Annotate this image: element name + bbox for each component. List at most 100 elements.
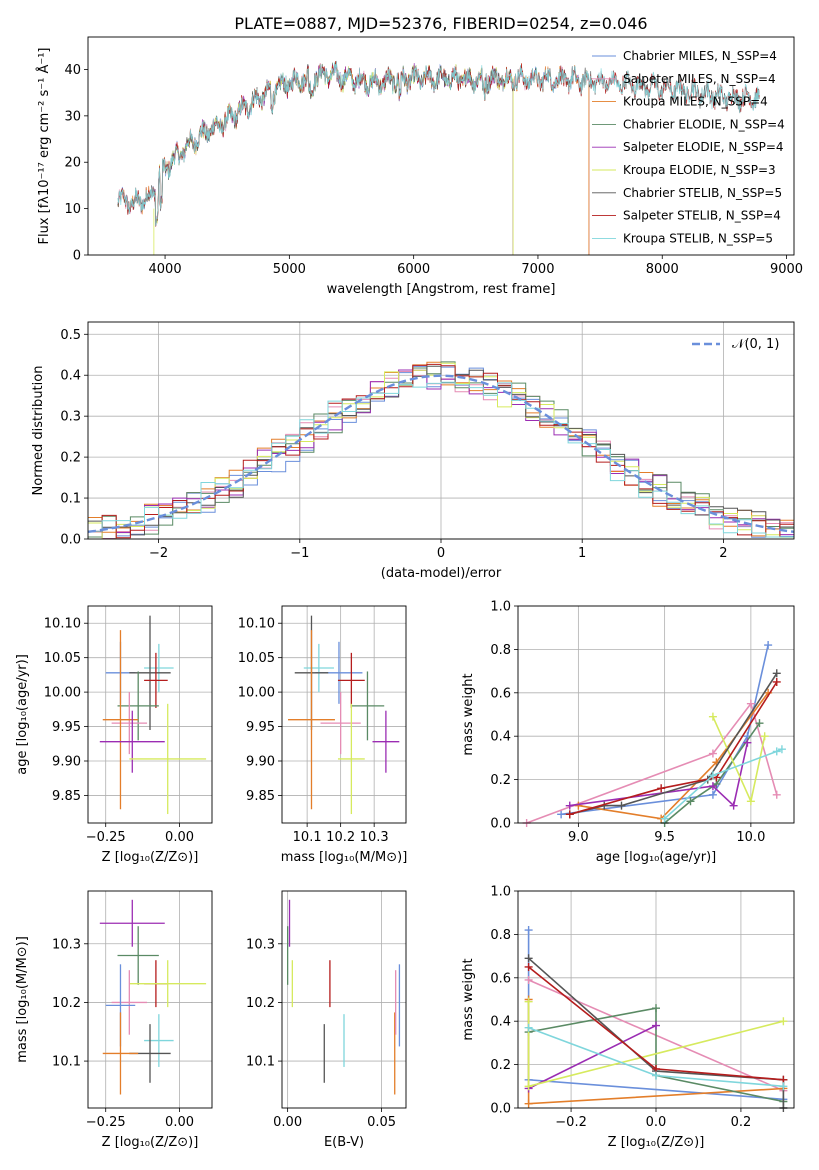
y-tick-label: 0.2 [60,451,81,466]
residual-histogram [88,369,794,539]
mass-weight-marker [524,954,533,963]
x-tick-label: 9.0 [568,830,589,845]
data-layer [99,615,207,815]
axes-age_vs_Z: −0.25 0.00 9.85 9.90 9.95 10.00 10.05 10.10 Z [l… [15,605,213,865]
y-tick-label: 10 [64,202,81,217]
x-tick-label: 9.5 [654,830,675,845]
legend: Chabrier MILES, N_SSP=4 Salpeter MILES, N… [592,49,785,245]
y-tick-label: 10.05 [44,651,81,666]
legend-label: Salpeter MILES, N_SSP=4 [623,72,776,86]
y-tick-label: 9.90 [52,755,81,770]
mass-weight-line [569,681,778,816]
chart-title: PLATE=0887, MJD=52376, FIBERID=0254, z=0… [234,14,647,33]
mass-weight-marker [772,669,781,678]
axes-frame [517,890,795,1109]
mass-weight-marker [746,797,755,806]
axes-weight_vs_age: 9.0 9.5 10.0 0.0 0.2 0.4 0.6 0.8 1.0 age [log₁₀(a… [461,600,795,865]
y-tick-label: 0.6 [490,686,511,701]
mass-weight-marker [743,738,752,747]
y-tick-label: 9.85 [246,789,275,804]
x-tick-label: 0.00 [165,1115,194,1130]
y-tick-label: 10.00 [238,686,275,701]
mass-weight-marker [524,975,533,984]
axes-spectrum: 4000 5000 6000 7000 8000 9000 0 10 20 30 40 wavelen… [36,36,803,297]
x-tick-label: 5000 [273,262,306,277]
data-layer [524,926,788,1112]
y-tick-label: 10.2 [52,996,81,1011]
axes-frame [87,605,213,824]
axes-residuals: −2 −1 0 1 2 0.0 0.1 0.2 0.3 0.4 0.5 (data-model)/er… [31,321,795,581]
x-tick-label: 10.1 [293,830,322,845]
y-tick-label: 40 [64,63,81,78]
x-tick-label: 7000 [521,262,554,277]
x-tick-label: −0.2 [555,1115,587,1130]
y-axis-label: age [log₁₀(age/yr)] [15,654,30,775]
mass-weight-marker [652,1021,660,1030]
mass-weight-marker [708,790,717,799]
legend-label: Chabrier STELIB, N_SSP=5 [623,186,782,200]
mass-weight-marker [708,782,717,791]
x-axis-label: wavelength [Angstrom, rest frame] [327,282,556,297]
y-tick-label: 30 [64,109,81,124]
y-tick-label: 0.4 [490,1015,511,1030]
x-tick-label: 9000 [770,262,803,277]
legend-label: Salpeter ELODIE, N_SSP=4 [623,140,784,154]
mass-weight-marker [524,1082,533,1091]
x-axis-label: E(B-V) [324,1135,364,1150]
mass-weight-marker [657,784,666,793]
x-axis-label: mass [log₁₀(M/M⊙)] [281,850,408,865]
data-layer [286,899,401,1095]
mass-weight-marker [777,745,786,754]
legend-label: Chabrier ELODIE, N_SSP=4 [623,117,785,131]
y-tick-label: 10.2 [246,996,275,1011]
x-axis-label: Z [log₁₀(Z/Z⊙)] [102,850,199,865]
x-tick-label: 2 [719,546,727,561]
y-tick-label: 10.05 [238,651,275,666]
mass-weight-marker [574,801,583,810]
x-axis-label: Z [log₁₀(Z/Z⊙)] [608,1135,705,1150]
x-tick-label: 0.2 [731,1115,752,1130]
x-tick-label: −1 [290,546,309,561]
plot-area [282,606,406,823]
axes-mass_vs_EBV: 0.00 0.05 10.1 10.2 10.3 E(B-V) [246,890,407,1150]
mass-weight-marker [557,810,566,819]
mass-weight-marker [686,797,695,806]
axes-frame [87,36,795,256]
x-tick-label: 4000 [149,262,182,277]
residual-histogram [88,381,794,538]
x-axis-label: Z [log₁₀(Z/Z⊙)] [102,1135,199,1150]
plot-area [282,891,406,1108]
mass-weight-line [528,1007,784,1103]
y-tick-label: 0.5 [60,328,81,343]
y-tick-label: 0 [73,249,81,264]
y-tick-label: 10.10 [238,617,275,632]
legend-label: Salpeter STELIB, N_SSP=4 [623,209,781,223]
y-axis-label: mass [log₁₀(M/M⊙)] [15,936,30,1063]
legend-label: Kroupa MILES, N_SSP=4 [623,95,768,109]
y-tick-label: 0.4 [60,369,81,384]
axes-age_vs_mass: 10.1 10.2 10.3 9.85 9.90 9.95 10.00 10.05 10.10 m… [238,605,408,865]
y-tick-label: 10.00 [44,686,81,701]
axes-weight_vs_Z: −0.2 0.0 0.2 0.0 0.2 0.4 0.6 0.8 1.0 Z [log₁₀(Z/Z… [461,885,795,1150]
mass-weight-marker [708,771,717,780]
mass-weight-marker [760,732,769,741]
y-tick-label: 0.6 [490,971,511,986]
y-tick-label: 9.95 [52,720,81,735]
x-axis-label: age [log₁₀(age/yr)] [596,850,717,865]
mass-weight-marker [652,1004,660,1013]
x-tick-label: 10.0 [736,830,765,845]
x-tick-label: 0.05 [367,1115,396,1130]
mass-weight-marker [565,810,574,819]
data-layer [87,361,795,540]
y-tick-label: 9.95 [246,720,275,735]
plot-area [518,606,794,823]
legend-label: Kroupa STELIB, N_SSP=5 [623,231,773,245]
y-tick-label: 9.85 [52,789,81,804]
legend-label: 𝒩(0, 1) [732,337,779,352]
mass-weight-marker [764,641,773,650]
mass-weight-marker [524,997,533,1006]
mass-weight-line [528,957,785,1108]
axes-mass_vs_Z: −0.25 0.00 10.1 10.2 10.3 Z [log₁₀(Z/Z⊙)] mass… [15,890,213,1150]
mass-weight-marker [755,719,764,728]
mass-weight-marker [617,801,626,810]
